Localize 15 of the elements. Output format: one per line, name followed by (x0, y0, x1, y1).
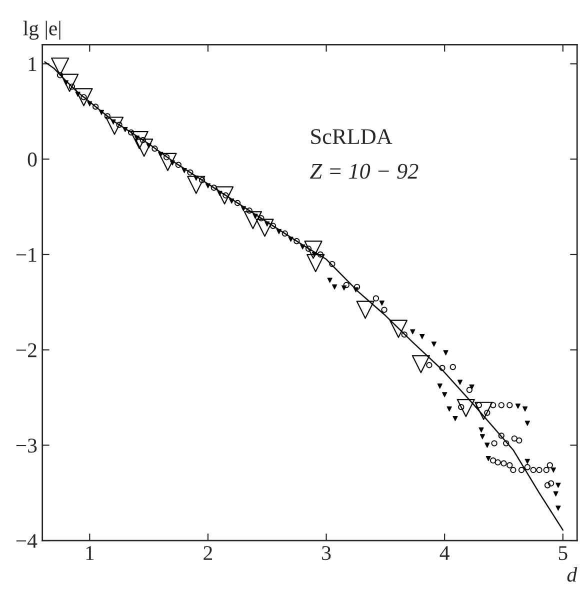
x-axis-title: d (567, 567, 578, 582)
annotation: Z = 10 − 92 (310, 164, 418, 179)
y-tick-label: −1 (16, 248, 36, 262)
annotation: ScRLDA (311, 129, 392, 144)
x-tick-label: 1 (86, 546, 94, 560)
y-tick-label: −4 (16, 534, 38, 548)
x-tick-label: 4 (440, 546, 450, 560)
y-tick-label: 0 (28, 152, 37, 167)
x-tick-label: 2 (204, 546, 212, 560)
x-tick-label: 5 (558, 546, 568, 560)
y-tick-label: −2 (16, 343, 36, 358)
y-tick-label: 1 (28, 57, 36, 71)
y-axis-title: lg |e| (23, 20, 60, 40)
x-tick-label: 3 (322, 546, 331, 560)
y-tick-label: −3 (16, 438, 37, 453)
